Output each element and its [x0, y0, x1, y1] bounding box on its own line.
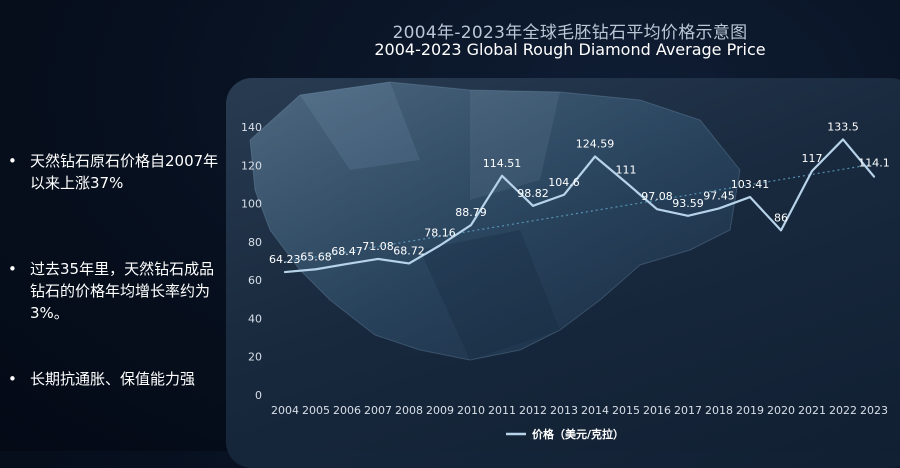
x-tick-label: 2014: [581, 404, 609, 417]
x-tick-label: 2016: [643, 404, 671, 417]
y-tick-label: 100: [241, 198, 262, 211]
data-label: 68.72: [393, 244, 425, 257]
data-label: 97.08: [641, 190, 673, 203]
y-tick-label: 20: [248, 351, 262, 364]
x-tick-label: 2007: [364, 404, 392, 417]
data-label: 71.08: [362, 240, 394, 253]
x-tick-label: 2013: [550, 404, 578, 417]
series-line: [283, 138, 876, 274]
chart-title: 2004年-2023年全球毛胚钻石平均价格示意图: [392, 23, 748, 43]
data-label: 103.41: [731, 178, 770, 191]
x-tick-label: 2006: [333, 404, 361, 417]
x-tick-label: 2022: [829, 404, 857, 417]
data-label: 65.68: [300, 250, 332, 263]
x-tick-label: 2012: [519, 404, 547, 417]
data-label: 114.1: [858, 157, 890, 170]
y-tick-label: 60: [248, 274, 262, 287]
data-label: 117: [802, 152, 823, 165]
y-tick-label: 120: [241, 159, 262, 172]
bullet-item: • 天然钻石原石价格自2007年以来上涨37%: [8, 150, 223, 194]
bullet-text: 过去35年里，天然钻石成品钻石的价格年均增长率约为3%。: [30, 260, 215, 322]
x-tick-label: 2015: [612, 404, 640, 417]
x-tick-label: 2018: [705, 404, 733, 417]
legend-label: 价格（美元/克拉）: [532, 427, 624, 441]
data-label: 98.82: [517, 187, 549, 200]
x-tick-label: 2005: [302, 404, 330, 417]
y-tick-label: 80: [248, 236, 262, 249]
data-label: 133.5: [827, 120, 859, 133]
x-tick-label: 2019: [736, 404, 764, 417]
data-label: 111: [616, 164, 637, 177]
rough-diamond-image: [249, 81, 741, 361]
data-label: 97.45: [703, 189, 735, 202]
bullet-dot: •: [8, 152, 17, 170]
bullet-dot: •: [8, 260, 17, 278]
bullet-text: 长期抗通胀、保值能力强: [30, 370, 196, 388]
data-label: 124.59: [576, 137, 615, 150]
x-tick-label: 2017: [674, 404, 702, 417]
bullet-dot: •: [8, 370, 17, 388]
data-label: 64.23: [269, 253, 301, 266]
x-tick-label: 2009: [426, 404, 454, 417]
y-tick-label: 0: [255, 389, 262, 402]
x-tick-label: 2004: [271, 404, 299, 417]
data-label: 104.6: [548, 176, 580, 189]
x-tick-label: 2011: [488, 404, 516, 417]
data-label: 88.79: [455, 206, 487, 219]
data-label: 93.59: [672, 197, 704, 210]
x-tick-label: 2021: [798, 404, 826, 417]
x-tick-label: 2008: [395, 404, 423, 417]
data-label: 78.16: [424, 226, 456, 239]
y-tick-label: 40: [248, 312, 262, 325]
bullet-text: 天然钻石原石价格自2007年以来上涨37%: [30, 152, 219, 192]
data-label: 114.51: [483, 157, 522, 170]
chart-subtitle: 2004-2023 Global Rough Diamond Average P…: [374, 40, 766, 59]
bullet-item: • 过去35年里，天然钻石成品钻石的价格年均增长率约为3%。: [8, 258, 223, 324]
y-tick-label: 140: [241, 121, 262, 134]
x-tick-label: 2010: [457, 404, 485, 417]
data-label: 68.47: [331, 245, 363, 258]
x-tick-label: 2020: [767, 404, 795, 417]
x-tick-label: 2023: [860, 404, 888, 417]
bullet-item: • 长期抗通胀、保值能力强: [8, 368, 195, 390]
data-label: 86: [774, 211, 788, 224]
